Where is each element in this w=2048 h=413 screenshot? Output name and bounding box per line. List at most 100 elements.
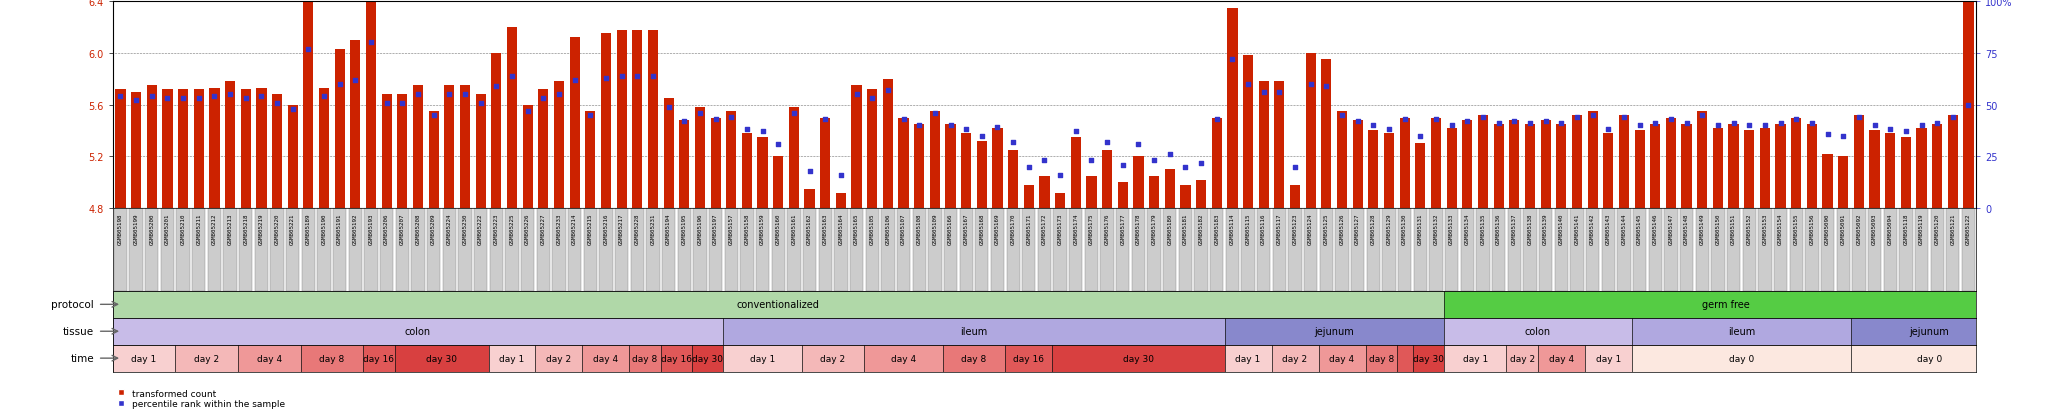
Bar [866, 90, 877, 209]
Point [965, 133, 997, 140]
Text: GSM805145: GSM805145 [1636, 213, 1642, 244]
Bar [1071, 138, 1081, 209]
Bar [942, 345, 1006, 372]
Bar [647, 209, 659, 291]
Text: GSM805192: GSM805192 [352, 213, 358, 244]
Text: GSM805114: GSM805114 [1231, 213, 1235, 244]
Point [621, 73, 653, 80]
Text: GSM805220: GSM805220 [274, 213, 281, 244]
Bar [303, 0, 313, 209]
Text: GSM805214: GSM805214 [571, 213, 578, 244]
Text: ileum: ileum [961, 326, 987, 337]
Bar [131, 93, 141, 209]
Text: day 30: day 30 [426, 354, 457, 363]
Bar [741, 134, 752, 209]
Point [512, 108, 545, 115]
Bar [1053, 345, 1225, 372]
Point [1624, 123, 1657, 129]
Bar [1901, 138, 1911, 209]
Point [1843, 114, 1876, 121]
Bar [287, 209, 299, 291]
Text: GSM805171: GSM805171 [1026, 213, 1032, 244]
Bar [913, 125, 924, 209]
Bar [582, 345, 629, 372]
Bar [678, 209, 690, 291]
Bar [242, 90, 250, 209]
Bar [1573, 116, 1581, 209]
Point [1827, 133, 1860, 140]
Bar [1915, 209, 1927, 291]
Bar [662, 209, 676, 291]
Bar [1368, 131, 1378, 209]
Point [354, 40, 387, 47]
Text: GSM805223: GSM805223 [494, 213, 500, 244]
Bar [1507, 345, 1538, 372]
Point [1184, 160, 1217, 166]
Text: time: time [70, 353, 94, 363]
Text: GSM805170: GSM805170 [1010, 213, 1016, 244]
Point [1905, 123, 1937, 129]
Bar [1352, 209, 1364, 291]
Bar [1962, 209, 1974, 291]
Bar [1008, 150, 1018, 209]
Point [793, 168, 825, 175]
Bar [801, 345, 864, 372]
Bar [1055, 193, 1065, 209]
Point [340, 77, 373, 84]
Point [526, 96, 559, 102]
Text: day 1: day 1 [131, 354, 156, 363]
Bar [1604, 134, 1614, 209]
Text: GSM805213: GSM805213 [227, 213, 233, 244]
Bar [1745, 131, 1755, 209]
Bar [1679, 209, 1694, 291]
Point [1655, 116, 1688, 123]
Point [104, 94, 137, 100]
Point [1937, 114, 1970, 121]
Text: GSM805174: GSM805174 [1073, 213, 1079, 244]
Point [1530, 119, 1563, 125]
Bar [1792, 118, 1802, 209]
Bar [1649, 209, 1661, 291]
Bar [629, 345, 662, 372]
Point [371, 100, 403, 107]
Text: day 16: day 16 [662, 354, 692, 363]
Point [1405, 133, 1438, 140]
Bar [977, 142, 987, 209]
Bar [287, 105, 297, 209]
Bar [1759, 128, 1769, 209]
Text: GSM805147: GSM805147 [1669, 213, 1673, 244]
Bar [1493, 209, 1505, 291]
Text: GSM805153: GSM805153 [1763, 213, 1767, 244]
Bar [881, 209, 895, 291]
Point [479, 83, 512, 90]
Bar [1821, 209, 1835, 291]
Text: GSM805118: GSM805118 [1903, 213, 1909, 244]
Text: day 4: day 4 [1329, 354, 1354, 363]
Bar [522, 105, 532, 209]
Text: GSM805128: GSM805128 [1370, 213, 1376, 244]
Point [745, 129, 778, 135]
Bar [864, 345, 942, 372]
Point [1389, 116, 1421, 123]
Point [762, 141, 795, 148]
Point [1169, 164, 1202, 171]
Bar [709, 209, 723, 291]
Bar [1712, 209, 1724, 291]
Text: GSM805126: GSM805126 [1339, 213, 1346, 244]
Text: GSM805212: GSM805212 [211, 213, 217, 244]
Bar [819, 209, 831, 291]
Bar [946, 125, 956, 209]
Point [260, 100, 293, 107]
Bar [1602, 209, 1616, 291]
Point [1200, 116, 1233, 123]
Point [1122, 141, 1155, 148]
Point [903, 123, 936, 129]
Text: germ free: germ free [1702, 299, 1749, 310]
Bar [254, 209, 268, 291]
Text: GSM805169: GSM805169 [995, 213, 999, 244]
Point [1577, 112, 1610, 119]
Text: GSM805167: GSM805167 [965, 213, 969, 244]
Text: GSM805129: GSM805129 [1386, 213, 1391, 244]
Bar [928, 209, 942, 291]
Text: GSM805193: GSM805193 [369, 213, 373, 244]
